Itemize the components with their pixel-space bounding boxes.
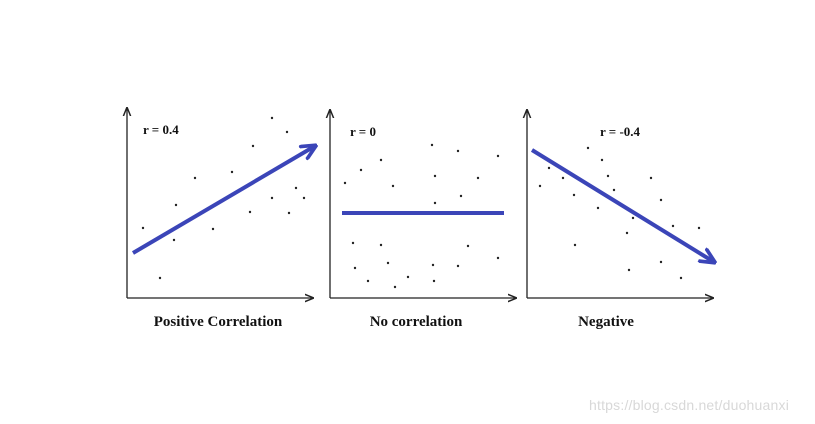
point xyxy=(572,193,576,197)
point xyxy=(433,174,437,178)
point xyxy=(679,276,683,280)
point xyxy=(649,176,653,180)
point xyxy=(285,130,289,134)
point xyxy=(359,168,363,172)
point xyxy=(456,264,460,268)
point xyxy=(612,188,616,192)
point xyxy=(456,149,460,153)
trend-line xyxy=(131,146,315,255)
point xyxy=(302,196,306,200)
scatter-points xyxy=(343,143,500,289)
point xyxy=(393,285,397,289)
point xyxy=(294,186,298,190)
point xyxy=(386,261,390,265)
point xyxy=(270,196,274,200)
watermark-text: https://blog.csdn.net/duohuanxi xyxy=(589,397,790,413)
point xyxy=(496,154,500,158)
point xyxy=(627,268,631,272)
trend-line xyxy=(530,148,714,262)
point xyxy=(659,198,663,202)
point xyxy=(230,170,234,174)
point xyxy=(538,184,542,188)
panel-positive: r = 0.4 Positive Correlation xyxy=(127,108,315,330)
point xyxy=(459,194,463,198)
point xyxy=(172,238,176,242)
point xyxy=(625,231,629,235)
point xyxy=(433,201,437,205)
point xyxy=(248,210,252,214)
point xyxy=(600,158,604,162)
point xyxy=(671,224,675,228)
panel-none: r = 0 No correlation xyxy=(330,110,516,330)
panel-caption: Positive Correlation xyxy=(154,314,283,330)
point xyxy=(343,181,347,185)
point xyxy=(353,266,357,270)
point xyxy=(391,184,395,188)
r-label: r = 0 xyxy=(350,124,376,139)
point xyxy=(431,263,435,267)
point xyxy=(158,276,162,280)
scatter-points xyxy=(538,146,701,280)
point xyxy=(174,203,178,207)
point xyxy=(697,226,701,230)
point xyxy=(573,243,577,247)
point xyxy=(379,243,383,247)
point xyxy=(476,176,480,180)
r-label: r = 0.4 xyxy=(143,122,179,137)
point xyxy=(631,216,635,220)
panel-negative: r = -0.4 Negative xyxy=(527,110,714,330)
point xyxy=(193,176,197,180)
point xyxy=(406,275,410,279)
point xyxy=(351,241,355,245)
point xyxy=(251,144,255,148)
point xyxy=(430,143,434,147)
point xyxy=(379,158,383,162)
point xyxy=(270,116,274,120)
point xyxy=(466,244,470,248)
point xyxy=(432,279,436,283)
point xyxy=(366,279,370,283)
point xyxy=(211,227,215,231)
point xyxy=(547,166,551,170)
point xyxy=(659,260,663,264)
point xyxy=(596,206,600,210)
panel-caption: No correlation xyxy=(370,314,463,330)
panel-caption: Negative xyxy=(578,314,634,330)
point xyxy=(606,174,610,178)
point xyxy=(496,256,500,260)
point xyxy=(287,211,291,215)
point xyxy=(141,226,145,230)
r-label: r = -0.4 xyxy=(600,124,641,139)
point xyxy=(561,176,565,180)
point xyxy=(586,146,590,150)
